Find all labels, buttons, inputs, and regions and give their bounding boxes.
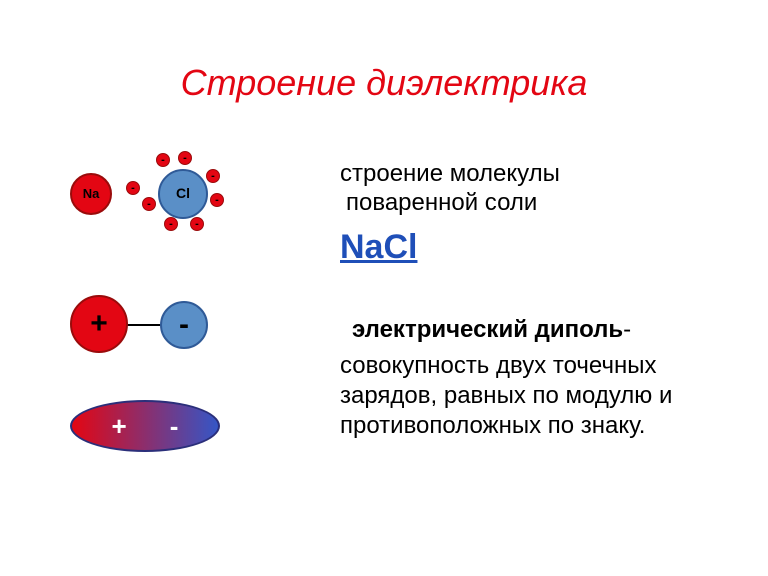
- chlorine-label: Cl: [176, 188, 190, 200]
- formula-nacl: NaCl: [340, 228, 740, 267]
- chlorine-atom: Cl: [158, 169, 208, 219]
- dipole-ellipse: + -: [70, 400, 220, 452]
- page-title: Строение диэлектрика: [0, 62, 768, 104]
- electron-6: -: [190, 217, 204, 231]
- ellipse-plus: +: [112, 411, 127, 442]
- plus-label: +: [90, 307, 108, 341]
- molecule-desc-line1: строение молекулы: [340, 160, 560, 187]
- electron-4: -: [206, 169, 220, 183]
- dipole-ellipse-diagram: + -: [70, 400, 320, 460]
- text-column: строение молекулы поваренной соли NaCl э…: [340, 160, 740, 441]
- electron-0: -: [126, 181, 140, 195]
- sodium-label: Na: [83, 188, 100, 199]
- electron-1: -: [142, 197, 156, 211]
- positive-charge: +: [70, 295, 128, 353]
- dipole-body: совокупность двух точечных зарядов, равн…: [340, 351, 740, 441]
- nacl-molecule-diagram: Na Cl --------: [70, 155, 320, 245]
- electron-2: -: [156, 153, 170, 167]
- sodium-atom: Na: [70, 173, 112, 215]
- molecule-description: строение молекулы поваренной соли: [340, 160, 740, 218]
- electron-3: -: [178, 151, 192, 165]
- electron-7: -: [164, 217, 178, 231]
- diagram-column: Na Cl -------- + - + -: [70, 155, 320, 460]
- dipole-term: электрический диполь: [352, 316, 623, 343]
- dipole-definition: электрический диполь- совокупность двух …: [340, 315, 740, 441]
- negative-charge: -: [160, 301, 208, 349]
- electron-5: -: [210, 193, 224, 207]
- molecule-desc-line2: поваренной соли: [346, 189, 537, 216]
- dipole-dash: -: [623, 316, 631, 343]
- dipole-pair-diagram: + -: [70, 295, 320, 355]
- minus-label: -: [179, 308, 189, 342]
- ellipse-minus: -: [170, 411, 179, 442]
